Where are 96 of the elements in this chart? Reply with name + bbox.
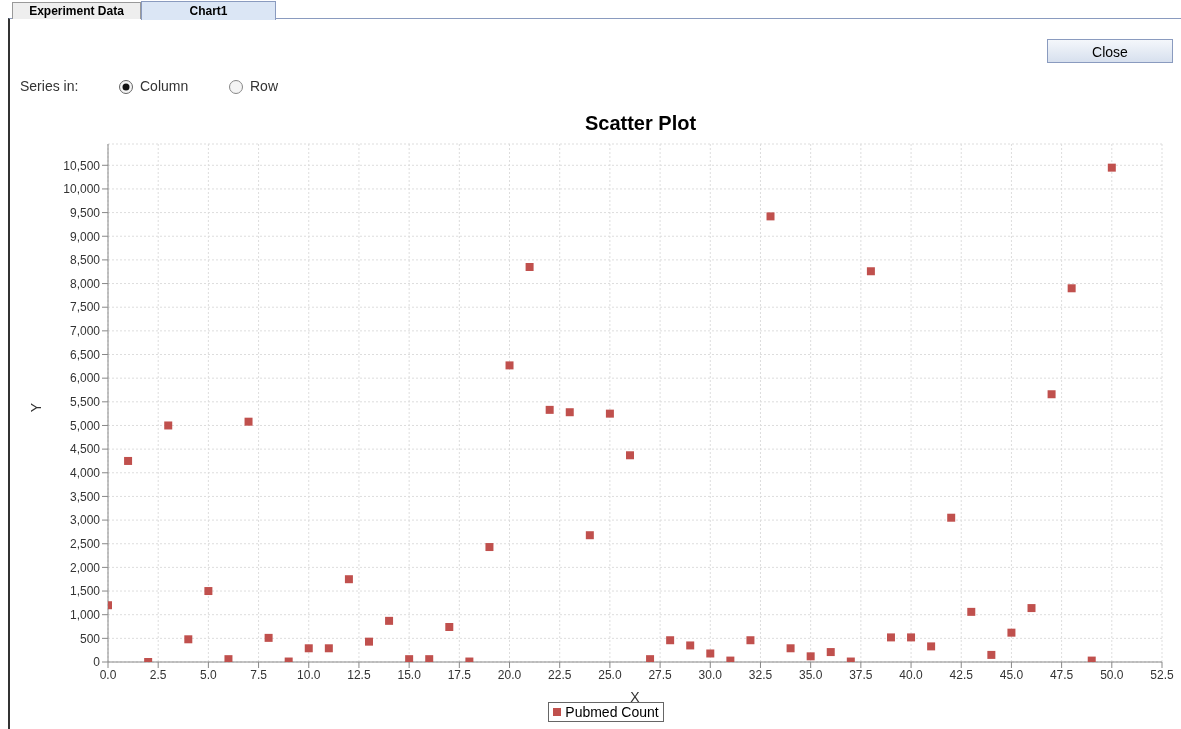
point [605,409,614,418]
x-tick-label: 2.5 [149,667,167,682]
point [364,637,373,646]
x-tick-label: 47.5 [1049,667,1074,682]
y-tick-label: 1,500 [69,584,101,599]
point [907,633,916,642]
point [525,263,534,271]
point [646,655,655,662]
point [204,587,213,596]
point [425,655,434,662]
point [666,636,675,645]
x-tick-label: 50.0 [1100,667,1124,682]
text: Column [140,78,189,94]
point [1027,604,1036,613]
x-tick-label: 7.5 [250,667,268,682]
x-tick-label: 0.0 [99,667,117,682]
point [344,575,353,584]
y-tick-label: 7,500 [69,300,101,315]
point [927,642,936,651]
point [1107,163,1116,172]
x-tick-label: 17.5 [447,667,472,682]
x-tick-label: 20.0 [497,667,522,682]
y-tick-label: 6,000 [69,371,101,386]
point [1067,284,1076,293]
x-axis-title: X [630,689,641,705]
point [505,361,514,370]
point [706,649,715,658]
x-tick-label: 27.5 [648,667,673,682]
point [485,543,494,552]
text: Row [250,78,279,94]
point [224,655,233,662]
point [866,267,875,276]
y-tick-label: 5,500 [69,395,101,410]
point [826,648,835,657]
text: Close [1047,39,1173,63]
point [324,644,333,653]
point [625,451,634,460]
point [184,635,193,644]
x-tick-label: 45.0 [999,667,1024,682]
x-tick-label: 37.5 [849,667,873,682]
point [967,607,976,616]
point [124,456,133,465]
point [244,417,253,426]
point [385,616,394,625]
y-tick-label: 7,000 [69,324,101,339]
x-tick-label: 25.0 [598,667,622,682]
x-tick-label: 15.0 [397,667,422,682]
chart-title: Scatter Plot [583,112,698,135]
y-tick-label: 4,000 [69,466,101,481]
y-tick-label: 1,000 [69,607,101,622]
point [806,652,815,661]
y-tick-label: 10,000 [63,182,101,197]
y-tick-label: 2,000 [69,560,101,575]
y-tick-label: 10,500 [63,158,101,173]
point [786,644,795,653]
y-axis-title: Y [27,402,44,413]
y-tick-label: 3,000 [69,513,101,528]
x-tick-label: 40.0 [899,667,924,682]
point [1047,390,1056,399]
y-tick-label: 8,000 [69,276,101,291]
x-tick-label: 10.0 [297,667,321,682]
point [1007,628,1016,637]
point [405,655,414,662]
y-tick-label: 3,500 [69,489,101,504]
point [264,633,273,642]
x-tick-label: 12.5 [347,667,371,682]
x-tick-label: 30.0 [698,667,723,682]
y-tick-label: 5,000 [69,418,101,433]
point [886,633,895,642]
y-tick-label: 2,500 [69,537,101,551]
point [947,513,956,522]
point [746,636,755,645]
y-tick-label: 4,500 [69,442,101,457]
point [565,408,574,417]
point [304,644,313,653]
x-tick-label: 52.5 [1150,667,1174,682]
point [766,212,775,221]
x-tick-label: 32.5 [748,667,773,682]
y-tick-label: 6,500 [69,347,101,362]
x-tick-label: 22.5 [548,667,572,682]
x-tick-label: 35.0 [798,667,823,682]
point [164,421,173,430]
y-tick-label: 9,000 [69,229,101,244]
x-tick-label: 5.0 [200,667,218,682]
point [445,622,454,631]
point [545,405,554,414]
y-tick-label: 9,500 [69,205,101,220]
x-tick-label: 42.5 [949,667,974,682]
y-tick-label: 500 [79,631,101,646]
point [686,641,695,650]
point [987,650,996,659]
y-tick-label: 8,500 [69,253,101,268]
y-tick-label: 0 [93,655,101,670]
text: Series in: [20,78,79,94]
point [585,531,594,540]
legend-label: Pubmed Count [565,704,659,720]
